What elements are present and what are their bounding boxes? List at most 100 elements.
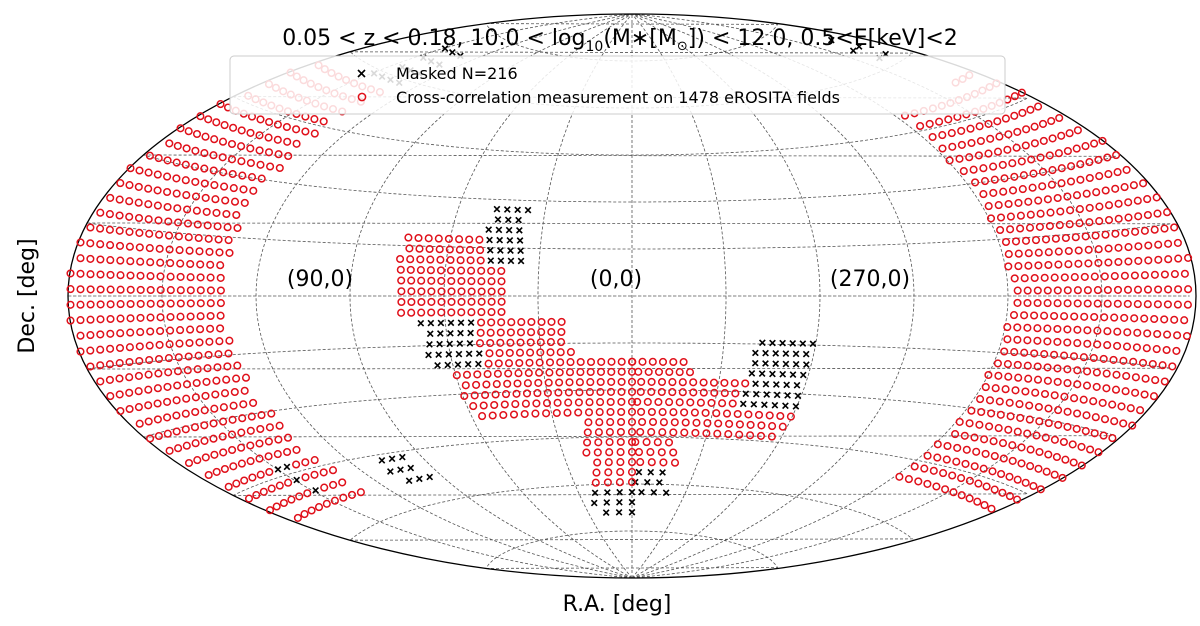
field-point (447, 287, 456, 296)
field-point (574, 408, 583, 417)
field-point (196, 273, 205, 282)
field-point (1101, 230, 1110, 239)
field-point (547, 327, 556, 337)
field-point (1138, 358, 1148, 367)
field-point (105, 360, 114, 369)
field-point (1154, 255, 1163, 264)
masked-point (434, 361, 441, 369)
field-point (225, 336, 234, 345)
masked-point (496, 247, 504, 254)
masked-point (415, 475, 423, 483)
field-point (252, 491, 261, 500)
masked-point (628, 488, 636, 496)
field-point (1043, 376, 1052, 385)
field-point (733, 409, 742, 419)
field-point (537, 317, 546, 327)
masked-point (628, 508, 636, 516)
field-point (1043, 195, 1052, 204)
field-point (517, 318, 526, 327)
title-part-2: (M∗[M (603, 26, 677, 51)
masked-point (312, 487, 319, 494)
masked-point (516, 226, 523, 234)
field-point (106, 256, 115, 265)
field-point (86, 285, 95, 294)
field-point (66, 269, 75, 278)
field-point (1021, 141, 1030, 150)
field-point (1044, 404, 1053, 413)
masked-point (514, 206, 522, 214)
masked-point (466, 340, 474, 347)
legend-label-masked: Masked N=216 (396, 64, 518, 83)
field-point (310, 115, 319, 124)
field-point (76, 300, 85, 309)
field-point (1164, 239, 1173, 248)
field-point (974, 151, 983, 160)
field-point (616, 448, 625, 457)
field-point (204, 470, 213, 480)
field-point (339, 493, 348, 502)
field-point (576, 368, 585, 377)
field-point (493, 369, 502, 378)
field-point (633, 397, 642, 406)
field-point (267, 484, 276, 493)
field-point (658, 408, 667, 417)
field-point (125, 212, 134, 221)
annotation-0-0: (0,0) (590, 267, 642, 292)
field-point (967, 406, 976, 415)
field-point (735, 420, 744, 429)
field-point (1122, 165, 1131, 174)
field-point (1057, 131, 1066, 140)
field-point (1032, 431, 1041, 440)
field-point (86, 331, 95, 340)
field-point (504, 359, 514, 368)
masked-point (496, 236, 504, 244)
field-point (200, 436, 209, 445)
masked-point (487, 257, 495, 264)
field-point (1108, 400, 1117, 409)
field-point (1054, 149, 1063, 158)
field-point (728, 399, 737, 408)
field-point (267, 409, 276, 418)
field-point (636, 458, 645, 467)
field-point (156, 326, 165, 336)
field-point (1103, 153, 1112, 162)
field-point (1025, 223, 1035, 232)
field-point (648, 417, 658, 427)
field-point (631, 437, 640, 447)
field-point (634, 448, 644, 457)
field-point (1017, 443, 1026, 452)
field-point (948, 471, 957, 480)
field-point (115, 359, 124, 368)
field-point (1012, 143, 1021, 152)
field-point (1102, 369, 1111, 378)
field-point (1075, 205, 1084, 214)
field-point (218, 432, 227, 441)
field-point (229, 462, 238, 471)
field-point (487, 297, 496, 306)
field-point (1026, 445, 1035, 454)
field-point (145, 151, 154, 160)
field-point (1033, 324, 1042, 333)
field-point (487, 308, 496, 317)
field-point (938, 131, 947, 140)
field-point (1144, 241, 1153, 250)
field-point (163, 382, 172, 391)
field-point (174, 232, 183, 241)
field-point (1103, 285, 1112, 295)
field-point (144, 200, 153, 209)
masked-point (435, 351, 443, 359)
field-point (1119, 356, 1128, 365)
field-point (1117, 402, 1126, 411)
masked-point (615, 508, 623, 516)
field-point (1113, 168, 1122, 177)
field-point (1084, 259, 1093, 268)
field-point (1058, 473, 1067, 482)
field-point (86, 346, 95, 355)
field-point (465, 245, 475, 254)
field-point (1034, 248, 1043, 257)
legend-marker-crosscorr (357, 92, 367, 102)
field-point (1044, 260, 1053, 270)
field-point (1091, 413, 1100, 422)
field-point (125, 197, 134, 206)
field-point (153, 399, 162, 408)
